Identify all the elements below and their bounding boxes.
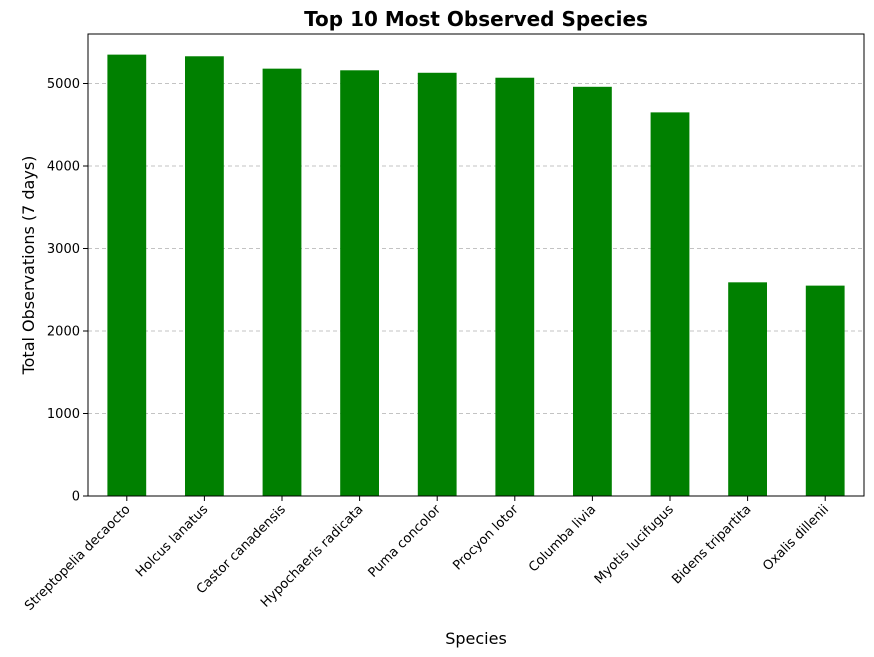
y-tick-label: 2000	[47, 325, 80, 340]
y-tick-label: 3000	[47, 242, 80, 257]
bar-bidens-tripartita	[728, 282, 767, 496]
bar-castor-canadensis	[262, 68, 302, 497]
y-axis-label: Total Observations (7 days)	[19, 156, 38, 376]
chart-title: Top 10 Most Observed Species	[304, 7, 648, 31]
bar-streptopelia-decaocto	[107, 54, 147, 496]
y-tick-label: 0	[72, 490, 80, 505]
bar-oxalis-dillenii	[805, 285, 845, 496]
bar-myotis-lucifugus	[650, 112, 690, 496]
bar-procyon-lotor	[495, 77, 535, 496]
plot-frame	[87, 33, 865, 497]
y-tick-label: 4000	[47, 160, 80, 175]
bar-holcus-lanatus	[185, 56, 224, 497]
y-tick-label: 1000	[47, 407, 80, 422]
y-tick-label: 5000	[47, 77, 80, 92]
bar-layer	[107, 54, 845, 497]
bar-puma-concolor	[417, 72, 457, 497]
x-axis-label: Species	[445, 629, 507, 648]
bar-columba-livia	[573, 86, 612, 497]
bar-hypochaeris-radicata	[340, 70, 379, 497]
